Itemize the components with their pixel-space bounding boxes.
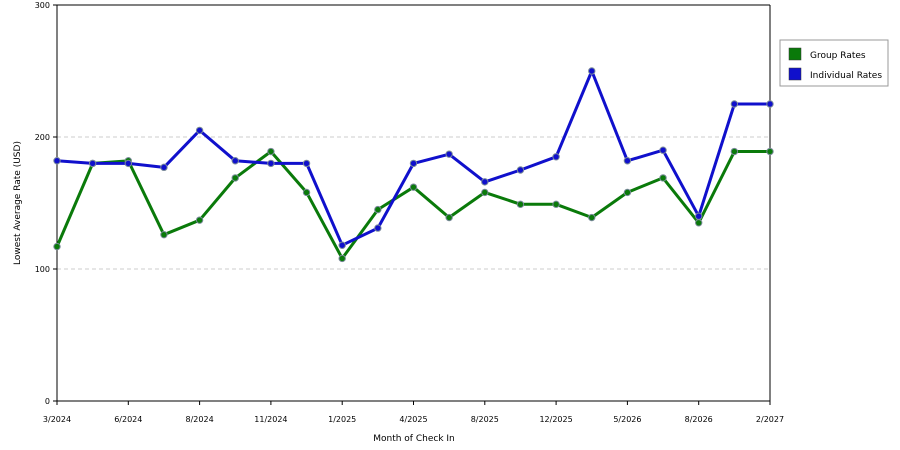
grid-lines: [57, 136, 770, 270]
x-tick-label-5: 4/2025: [399, 415, 427, 424]
legend-swatch-individual-rates: [788, 67, 802, 81]
data-point-group-rates-10: [409, 183, 418, 191]
data-point-individual-rates-16: [623, 157, 632, 165]
data-point-group-rates-19: [730, 147, 739, 156]
axes: [53, 4, 771, 405]
data-point-individual-rates-19: [730, 100, 739, 108]
data-point-individual-rates-10: [409, 159, 418, 168]
y-tick-label-100: 100: [35, 265, 50, 274]
series-line-individual-rates: [55, 69, 772, 247]
data-point-group-rates-11: [445, 213, 453, 222]
series-lines: [53, 67, 774, 263]
data-point-individual-rates-14: [552, 153, 560, 161]
data-point-group-rates-12: [481, 188, 489, 197]
data-point-individual-rates-13: [516, 166, 525, 174]
x-axis-label: Month of Check In: [373, 434, 455, 444]
data-point-individual-rates-15: [588, 67, 596, 75]
legend-swatch-group-rates: [788, 47, 802, 61]
tick-labels: 0 100 200 300 3/2024 6/2024 8/2024 11/2024 1/202…: [35, 1, 784, 424]
data-point-individual-rates-8: [338, 241, 346, 249]
data-point-group-rates-0: [53, 242, 61, 251]
data-point-group-rates-16: [623, 188, 632, 197]
y-tick-label-0: 0: [45, 397, 50, 406]
data-point-individual-rates-20: [766, 100, 774, 108]
x-tick-label-8: 5/2026: [613, 415, 641, 424]
data-point-individual-rates-12: [481, 178, 489, 186]
data-point-group-rates-8: [338, 254, 346, 263]
legend-label-group-rates: Group Rates: [810, 51, 866, 61]
legend-label-individual-rates: Individual Rates: [810, 71, 882, 81]
x-tick-label-4: 1/2025: [328, 415, 356, 424]
data-point-individual-rates-7: [302, 159, 311, 168]
x-tick-label-0: 3/2024: [43, 415, 71, 424]
data-point-individual-rates-9: [374, 224, 382, 232]
data-point-individual-rates-18: [695, 212, 703, 220]
data-point-group-rates-14: [552, 200, 560, 209]
data-point-group-rates-3: [160, 230, 168, 239]
data-point-individual-rates-11: [445, 150, 453, 158]
x-tick-label-10: 2/2027: [756, 415, 784, 424]
y-axis-label: Lowest Average Rate (USD): [13, 141, 23, 265]
data-point-group-rates-13: [516, 200, 525, 209]
x-tick-label-9: 8/2026: [685, 415, 713, 424]
data-point-individual-rates-6: [267, 159, 275, 168]
x-tick-label-6: 8/2025: [471, 415, 499, 424]
data-point-individual-rates-5: [231, 157, 239, 165]
x-tick-label-1: 6/2024: [114, 415, 142, 424]
data-point-group-rates-9: [374, 205, 382, 214]
data-point-individual-rates-0: [53, 157, 61, 165]
data-point-group-rates-18: [695, 219, 703, 227]
data-point-individual-rates-4: [195, 126, 204, 135]
x-tick-label-7: 12/2025: [539, 415, 572, 424]
data-point-group-rates-20: [766, 147, 774, 156]
data-point-group-rates-17: [659, 174, 667, 182]
x-tick-label-3: 11/2024: [254, 415, 287, 424]
data-point-individual-rates-2: [124, 159, 133, 168]
y-tick-label-200: 200: [35, 133, 50, 142]
data-point-individual-rates-3: [160, 163, 168, 172]
y-tick-label-300: 300: [35, 1, 50, 10]
data-point-group-rates-4: [195, 216, 204, 224]
data-point-group-rates-6: [267, 147, 275, 156]
legend: Group Rates Individual Rates: [779, 39, 889, 87]
data-point-individual-rates-1: [88, 159, 97, 168]
x-tick-label-2: 8/2024: [186, 415, 214, 424]
data-point-individual-rates-17: [659, 146, 667, 154]
data-point-group-rates-7: [302, 188, 311, 197]
data-point-group-rates-15: [588, 213, 596, 222]
data-point-group-rates-5: [231, 174, 239, 182]
